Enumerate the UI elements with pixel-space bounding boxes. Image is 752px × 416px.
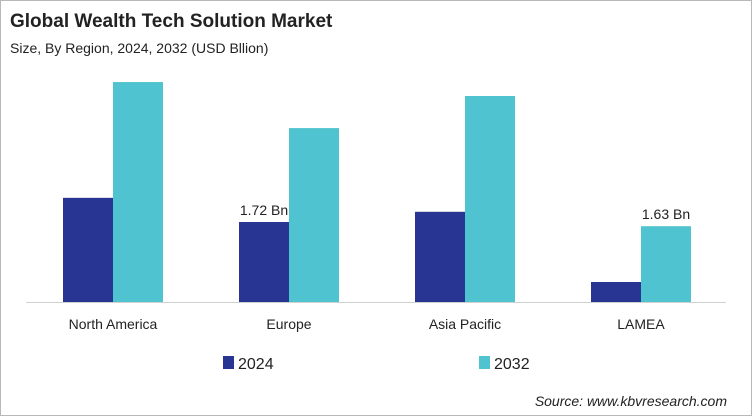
legend-label-2032: 2032 [494,356,530,373]
legend-label-2024: 2024 [238,356,274,373]
bar-2032-europe [289,128,339,302]
data-label: 1.63 Bn [642,206,690,222]
bar-2024-europe [239,222,289,302]
x-tick-label: North America [69,316,158,332]
bar-2024-north-america [63,197,113,302]
chart-subtitle: Size, By Region, 2024, 2032 (USD Bllion) [10,40,269,56]
legend-swatch-2024 [223,356,234,369]
legend-swatch-2032 [479,356,490,369]
data-label: 1.72 Bn [240,202,288,218]
chart-title: Global Wealth Tech Solution Market [10,11,333,32]
bar-2032-asia-pacific [465,96,515,302]
x-tick-label: LAMEA [617,316,665,332]
x-tick-label: Europe [266,316,311,332]
bar-2024-asia-pacific [415,211,465,302]
x-tick-label: Asia Pacific [429,316,501,332]
source-note: Source: www.kbvresearch.com [534,393,727,409]
bar-2032-lamea [641,226,691,302]
bar-2024-lamea [591,282,641,302]
bar-2032-north-america [113,82,163,303]
